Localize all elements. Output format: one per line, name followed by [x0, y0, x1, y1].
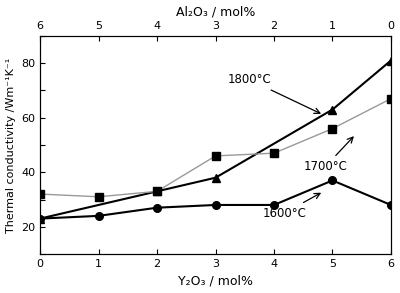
X-axis label: Y₂O₃ / mol%: Y₂O₃ / mol% [178, 275, 253, 287]
Text: 1800°C: 1800°C [227, 73, 320, 113]
Y-axis label: Thermal conductivity /Wm⁻¹K⁻¹: Thermal conductivity /Wm⁻¹K⁻¹ [6, 57, 16, 233]
Text: 1600°C: 1600°C [262, 193, 320, 220]
Text: 1700°C: 1700°C [303, 137, 353, 173]
X-axis label: Al₂O₃ / mol%: Al₂O₃ / mol% [176, 6, 255, 18]
